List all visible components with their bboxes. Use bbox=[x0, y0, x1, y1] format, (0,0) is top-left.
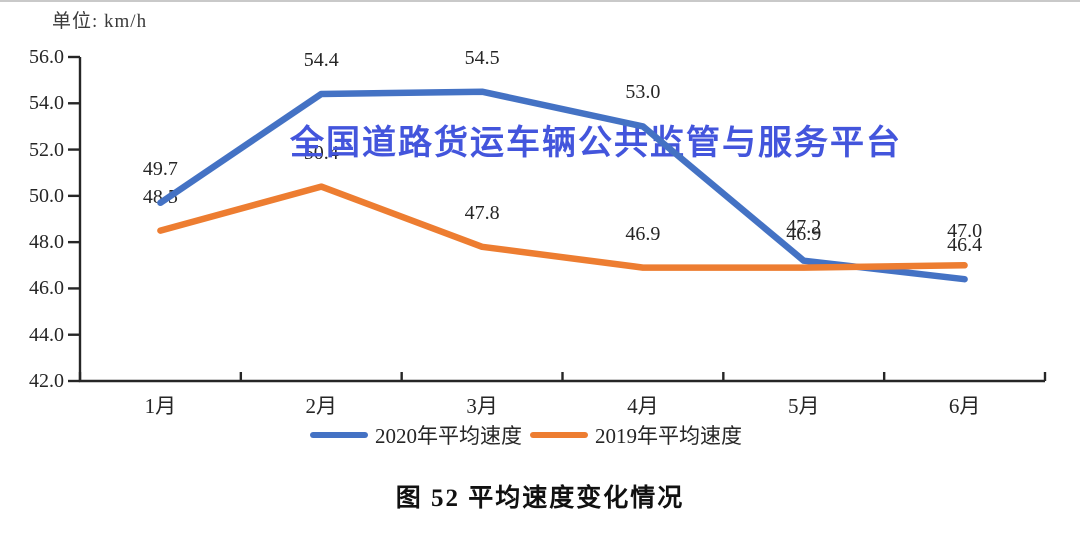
y-tick-label: 56.0 bbox=[29, 46, 64, 68]
unit-label: 单位: km/h bbox=[52, 11, 148, 32]
data-label: 50.4 bbox=[303, 141, 339, 164]
x-tick-label: 3月 bbox=[466, 394, 498, 418]
data-label: 54.4 bbox=[303, 49, 339, 72]
data-label: 47.2 bbox=[786, 215, 822, 238]
figure-caption: 图 52 平均速度变化情况 bbox=[395, 485, 685, 512]
legend-item-2019: 2019年平均速度 bbox=[530, 420, 742, 450]
data-label: 47.8 bbox=[464, 201, 500, 224]
data-label: 46.4 bbox=[947, 234, 983, 257]
y-tick-label: 46.0 bbox=[29, 277, 64, 300]
legend: 2020年平均速度 2019年平均速度 bbox=[0, 420, 1066, 450]
series-lines bbox=[157, 88, 968, 283]
data-label: 53.0 bbox=[625, 81, 661, 104]
legend-label-2020: 2020年平均速度 bbox=[375, 424, 522, 448]
legend-swatch-2020-icon bbox=[310, 432, 368, 438]
data-label: 49.7 bbox=[142, 157, 178, 180]
data-label: 47.0 bbox=[947, 220, 983, 243]
chart-axes bbox=[68, 55, 1047, 383]
y-tick-label: 42.0 bbox=[29, 370, 64, 392]
watermark-text: 全国道路货运车辆公共监管与服务平台 bbox=[290, 124, 902, 162]
legend-item-2020: 2020年平均速度 bbox=[310, 420, 522, 450]
data-label: 46.9 bbox=[625, 222, 661, 245]
y-tick-label: 52.0 bbox=[29, 138, 64, 161]
x-tick-label: 2月 bbox=[305, 394, 338, 418]
line-chart: 56.0 54.0 52.0 50.0 48.0 46.0 44.0 42.0 49.7 54.… bbox=[29, 46, 1047, 418]
top-border bbox=[0, 0, 1080, 2]
x-tick-label: 6月 bbox=[948, 394, 981, 418]
legend-swatch-2019-icon bbox=[530, 432, 588, 438]
x-tick-label: 1月 bbox=[144, 394, 177, 418]
data-label: 48.5 bbox=[142, 185, 178, 208]
data-label: 46.9 bbox=[786, 222, 822, 245]
x-tick-label: 5月 bbox=[788, 394, 820, 418]
y-tick-label: 54.0 bbox=[29, 92, 64, 115]
legend-label-2019: 2019年平均速度 bbox=[595, 424, 742, 448]
y-tick-label: 48.0 bbox=[29, 231, 64, 254]
y-tick-label: 44.0 bbox=[29, 323, 64, 346]
data-label: 54.5 bbox=[464, 46, 500, 69]
x-tick-label: 4月 bbox=[627, 394, 659, 418]
y-tick-label: 50.0 bbox=[29, 184, 64, 207]
